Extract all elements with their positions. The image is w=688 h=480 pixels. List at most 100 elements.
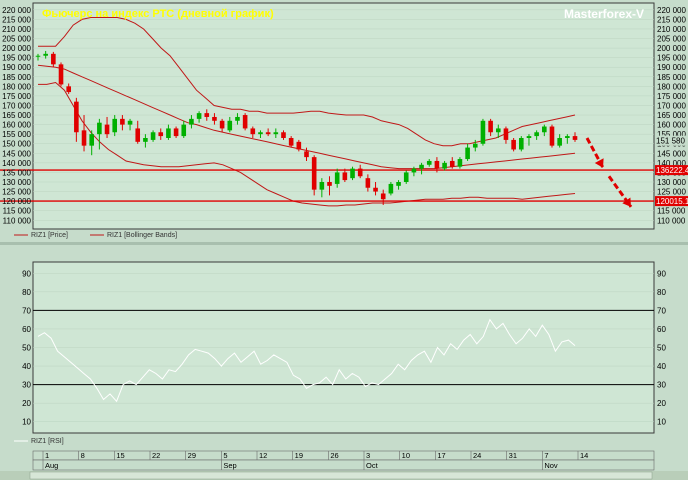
forecast-arrow-head-2 — [622, 197, 631, 207]
rsi-tick-label-left: 70 — [22, 306, 31, 315]
candle-body — [472, 143, 478, 148]
rsi-tick-label-right: 40 — [657, 362, 666, 371]
chart-title: Фьючерс на индекс РТС (дневной график) — [42, 8, 274, 20]
price-tick-label-left: 190 000 — [2, 63, 31, 72]
candle-body — [534, 132, 539, 137]
candle-body — [273, 132, 279, 135]
horizontal-levels — [0, 169, 654, 202]
candle-body — [265, 132, 271, 135]
price-tick-label-left: 125 000 — [2, 188, 31, 197]
candle-body — [58, 64, 64, 85]
rsi-tick-label-left: 60 — [22, 325, 31, 334]
candle-body — [235, 116, 240, 121]
candle-body — [396, 182, 401, 186]
candle-body — [150, 132, 156, 140]
candle-body — [419, 164, 424, 169]
price-tick-label-right: 185 000 — [657, 73, 686, 82]
rsi-series-line — [37, 318, 576, 403]
candle-body — [219, 120, 225, 129]
candle-body — [304, 151, 309, 158]
price-tick-label-right: 125 000 — [657, 188, 686, 197]
date-tick-label: 8 — [81, 451, 85, 460]
price-legend-label: RIZ1 [Price] — [31, 232, 68, 239]
rsi-tick-label-left: 10 — [22, 418, 31, 427]
panel-splitter[interactable] — [0, 242, 688, 245]
price-tick-label-right: 115 000 — [657, 207, 686, 216]
candle-body — [334, 172, 340, 184]
date-tick-label: 15 — [116, 451, 124, 460]
price-tick-label-left: 165 000 — [2, 111, 31, 120]
candle-body — [212, 116, 217, 121]
candle-body — [495, 128, 501, 133]
candle-body — [120, 118, 125, 125]
candle-body — [411, 168, 417, 173]
scrollbar-thumb[interactable] — [29, 471, 653, 480]
price-tick-label-right: 110 000 — [657, 216, 686, 225]
price-grid — [33, 9, 654, 221]
candle-body — [296, 141, 302, 150]
date-tick-label: 17 — [437, 451, 445, 460]
price-tick-label-left: 130 000 — [2, 178, 31, 187]
price-tick-label-right: 130 000 — [657, 178, 686, 187]
level-2-marker-box — [655, 196, 688, 207]
candle-body — [189, 118, 194, 125]
candle-body — [480, 120, 486, 144]
brand-label: Masterforex-V — [564, 7, 644, 21]
month-label: Nov — [544, 461, 558, 470]
candle-body — [403, 172, 409, 182]
price-tick-label-right: 140 000 — [657, 159, 686, 168]
candle-body — [250, 128, 256, 135]
forecast-arrows — [585, 137, 633, 208]
price-tick-label-right: 145 000 — [657, 149, 686, 158]
price-tick-label-right: 215 000 — [657, 15, 686, 24]
rsi-line — [37, 318, 576, 403]
price-tick-label-right: 210 000 — [657, 25, 686, 34]
month-label: Oct — [366, 461, 379, 470]
price-tick-label-left: 140 000 — [2, 159, 31, 168]
price-tick-label-left: 210 000 — [2, 25, 31, 34]
candle-body — [327, 182, 332, 186]
candle-body — [181, 124, 187, 137]
date-tick-label: 14 — [580, 451, 588, 460]
candle-body — [350, 168, 355, 179]
price-tick-label-left: 205 000 — [2, 35, 31, 44]
candle-body — [281, 132, 286, 138]
price-tick-label-left: 180 000 — [2, 82, 31, 91]
price-tick-label-left: 155 000 — [2, 130, 31, 139]
candle-body — [565, 136, 570, 138]
price-tick-label-right: 205 000 — [657, 35, 686, 44]
forecast-arrow-head-1 — [594, 158, 604, 168]
date-tick-label: 3 — [366, 451, 370, 460]
price-tick-label-right: 190 000 — [657, 63, 686, 72]
rsi-tick-label-left: 50 — [22, 344, 31, 353]
rsi-tick-label-right: 20 — [657, 399, 666, 408]
price-tick-label-right: 165 000 — [657, 111, 686, 120]
bollinger-lower-band — [38, 81, 576, 207]
rsi-tick-label-right: 80 — [657, 288, 666, 297]
rsi-tick-label-left: 40 — [22, 362, 31, 371]
price-tick-label-left: 175 000 — [2, 92, 31, 101]
date-tick-label: 7 — [544, 451, 548, 460]
month-label: Aug — [45, 461, 58, 470]
candle-body — [388, 183, 394, 194]
candle-body — [89, 134, 95, 146]
candle-body — [542, 126, 547, 133]
date-axis-day-band — [32, 450, 655, 461]
candle-body — [104, 124, 110, 135]
price-tick-label-right: 155 000 — [657, 130, 686, 139]
date-tick-label: 22 — [152, 451, 160, 460]
candle-body — [196, 113, 202, 119]
candle-body — [526, 136, 532, 138]
price-candles — [35, 50, 578, 205]
candle-body — [227, 120, 233, 131]
candle-body — [74, 101, 79, 133]
candle-body — [442, 162, 447, 169]
level-2-marker-label: 120015.1 — [656, 197, 688, 206]
price-tick-label-right: 220 000 — [657, 6, 686, 15]
candle-body — [488, 120, 493, 133]
candle-body — [380, 193, 386, 200]
rsi-tick-label-right: 90 — [657, 269, 666, 278]
